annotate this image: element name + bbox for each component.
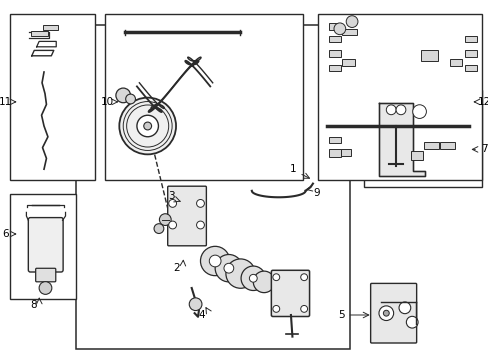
Circle shape [209, 255, 221, 267]
Bar [328, 50, 341, 57]
Bar [341, 149, 350, 156]
Circle shape [272, 274, 279, 281]
Circle shape [125, 94, 135, 104]
Bar [410, 151, 422, 160]
Circle shape [39, 282, 52, 294]
Circle shape [406, 316, 417, 328]
Circle shape [272, 305, 279, 312]
Circle shape [154, 224, 163, 234]
Bar [424, 142, 438, 149]
Bar [105, 14, 303, 180]
FancyBboxPatch shape [36, 268, 56, 282]
Circle shape [249, 274, 257, 282]
Bar [76, 25, 349, 349]
Circle shape [196, 199, 204, 207]
Bar [317, 14, 481, 180]
Bar [328, 137, 341, 143]
Text: 10: 10 [101, 97, 114, 107]
Text: 2: 2 [173, 263, 180, 273]
Text: 11: 11 [0, 97, 13, 107]
Circle shape [116, 88, 130, 103]
FancyBboxPatch shape [28, 217, 63, 272]
Text: 3: 3 [167, 191, 174, 201]
Circle shape [241, 266, 265, 291]
Circle shape [189, 298, 202, 311]
Circle shape [200, 246, 229, 276]
Text: 6: 6 [2, 229, 9, 239]
Circle shape [395, 105, 405, 115]
Bar [342, 59, 354, 66]
Circle shape [224, 263, 233, 273]
Circle shape [215, 255, 242, 282]
Circle shape [159, 214, 171, 225]
Circle shape [300, 274, 307, 281]
Text: 5: 5 [337, 310, 344, 320]
Circle shape [119, 98, 176, 154]
Bar [449, 59, 461, 66]
FancyBboxPatch shape [370, 283, 416, 343]
Polygon shape [378, 103, 425, 176]
Circle shape [300, 305, 307, 312]
Text: 4: 4 [198, 310, 205, 320]
FancyBboxPatch shape [271, 270, 309, 316]
Circle shape [333, 23, 345, 35]
Bar [464, 50, 476, 57]
FancyBboxPatch shape [167, 186, 206, 246]
Bar [328, 149, 341, 157]
Bar [328, 23, 341, 30]
Circle shape [225, 259, 255, 288]
Bar [43, 25, 58, 30]
Circle shape [398, 302, 410, 314]
Circle shape [378, 306, 393, 320]
Text: 8: 8 [30, 300, 37, 310]
Bar [10, 194, 76, 299]
Circle shape [386, 105, 395, 115]
Bar [328, 36, 341, 42]
Text: 7: 7 [480, 144, 487, 154]
Circle shape [137, 115, 158, 137]
Bar [31, 31, 48, 36]
Text: 12: 12 [476, 97, 488, 107]
Bar [439, 142, 454, 149]
Circle shape [412, 105, 426, 118]
Circle shape [346, 16, 357, 27]
Bar [464, 36, 476, 42]
Bar [10, 14, 95, 180]
Circle shape [168, 199, 176, 207]
Bar [342, 29, 356, 35]
Bar [328, 65, 341, 71]
Circle shape [196, 221, 204, 229]
Circle shape [253, 271, 274, 293]
Text: 1: 1 [289, 164, 296, 174]
Circle shape [143, 122, 151, 130]
Circle shape [168, 221, 176, 229]
Text: 9: 9 [313, 188, 320, 198]
Bar [364, 90, 481, 187]
Circle shape [383, 310, 388, 316]
Bar [464, 65, 476, 71]
Bar [420, 50, 437, 61]
